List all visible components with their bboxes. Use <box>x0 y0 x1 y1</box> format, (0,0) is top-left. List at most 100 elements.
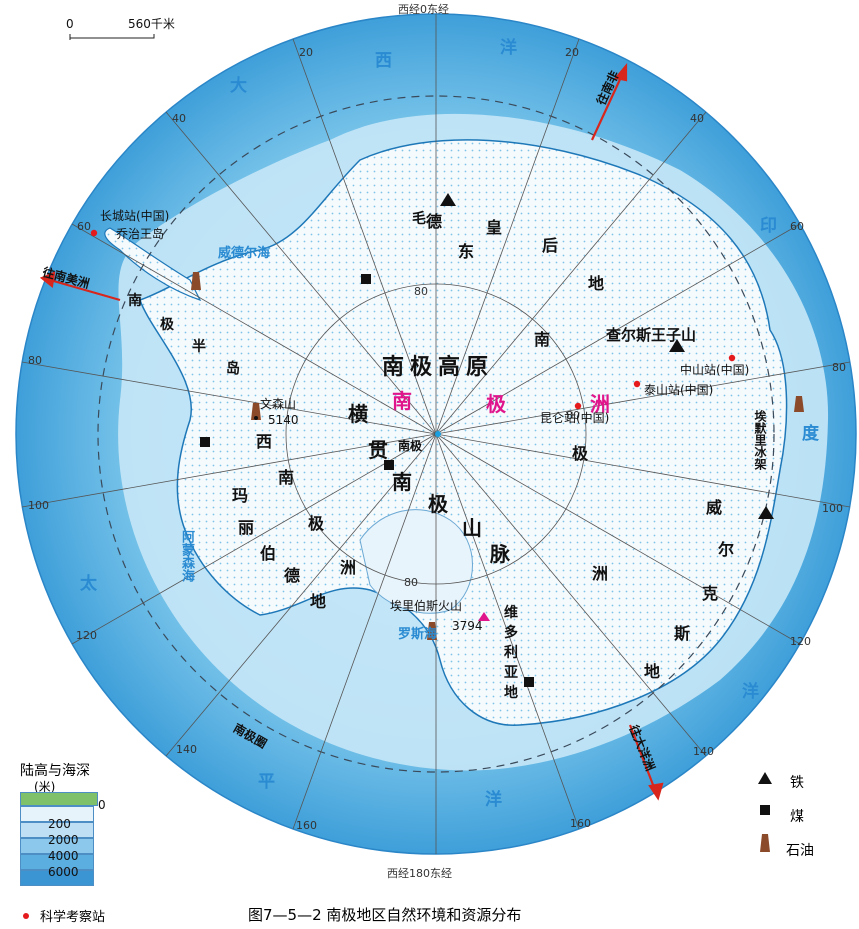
degree-label: 80 <box>414 285 428 298</box>
continent-char-2: 极 <box>486 392 506 416</box>
degree-label: 160 <box>570 817 591 830</box>
key-coal-label: 煤 <box>790 809 804 825</box>
taishan-station-dot <box>633 380 641 388</box>
transantarctic-char: 山 <box>462 516 482 540</box>
zhongshan-station-label: 中山站(中国) <box>680 363 750 377</box>
antarctic-circle <box>97 95 775 773</box>
amery-label: 埃默里冰架 <box>753 410 767 470</box>
continent-char-1: 南 <box>392 389 412 413</box>
ocean-indian-2: 度 <box>802 424 819 444</box>
ocean-atlantic-3: 洋 <box>500 38 517 58</box>
figure-caption: 图7—5—2 南极地区自然环境和资源分布 <box>248 906 522 924</box>
queen-maud-char: 后 <box>542 236 559 255</box>
wilkes-char: 斯 <box>674 624 691 643</box>
meridian-label-top: 西经0东经 <box>398 3 449 16</box>
erebus-volcano-symbol <box>478 612 490 621</box>
degree-label: 60 <box>77 220 91 233</box>
ocean-atlantic-2: 西 <box>375 51 392 71</box>
transantarctic-char: 横 <box>348 402 368 426</box>
ocean-indian-1: 印 <box>760 216 777 236</box>
prince-charles-mountains-label: 查尔斯王子山 <box>606 326 697 344</box>
legend-swatch-4000-6000 <box>20 854 94 870</box>
west-antarctica-char: 西 <box>256 432 273 451</box>
queen-maud-prefix: 毛 <box>412 211 426 227</box>
ocean-pacific-1: 太 <box>80 574 97 594</box>
degree-label: 120 <box>76 629 97 642</box>
legend-level: 6000 <box>48 865 79 879</box>
zhongshan-station-dot <box>728 354 736 362</box>
legend-level: 0 <box>98 798 106 812</box>
legend-swatch-200-2000 <box>20 822 94 838</box>
legend-swatch-land <box>20 792 98 806</box>
vinson-height-label: 5140 <box>268 413 299 427</box>
scale-bar: 0 560千米 <box>66 16 176 42</box>
continent-char-3: 洲 <box>590 392 610 416</box>
scale-distance: 560千米 <box>128 17 175 31</box>
degree-label: 100 <box>822 502 843 515</box>
queen-maud-char: 地 <box>588 274 605 293</box>
degree-label: 100 <box>28 499 49 512</box>
transantarctic-char: 贯 <box>368 438 388 462</box>
peninsula-char: 极 <box>160 317 174 333</box>
peninsula-char: 岛 <box>226 361 240 377</box>
peninsula-char: 半 <box>192 339 206 355</box>
queen-maud-char: 德 <box>426 212 443 231</box>
degree-label: 40 <box>690 112 704 125</box>
iron-triangle-icon <box>758 772 772 784</box>
vinson-massif-label: 文森山 <box>260 397 297 411</box>
degree-label: 20 <box>565 46 579 59</box>
oil-derrick-icon <box>760 834 770 852</box>
legend-level: 200 <box>48 817 71 831</box>
king-george-island-label: 乔治王岛 <box>116 227 165 241</box>
sea-weddell: 威德尔海 <box>218 246 271 261</box>
plateau-label: 南极高原 <box>382 355 495 380</box>
degree-label: 80 <box>404 576 418 589</box>
legend-swatch-0-200 <box>20 806 94 822</box>
wilkes-char: 威 <box>706 498 723 517</box>
kunlun-station-label: 昆仑站(中国) <box>540 411 610 425</box>
victoria-char: 利 <box>504 645 518 661</box>
resource-key-icons <box>758 772 772 852</box>
meridian-lines <box>21 14 851 854</box>
erebus-label: 埃里伯斯火山 <box>390 599 463 613</box>
elevation-legend: 0 200 2000 4000 6000 <box>20 792 106 892</box>
wilkes-char: 克 <box>702 584 719 603</box>
ross-ice-shelf <box>359 509 473 614</box>
legend-swatch-2000-4000 <box>20 838 94 854</box>
transantarctic-char: 脉 <box>490 542 510 566</box>
route-arrows <box>39 62 664 801</box>
degree-label: 40 <box>172 112 186 125</box>
legend-title: 陆高与海深 <box>20 763 90 779</box>
west-antarctica-char: 洲 <box>340 558 357 577</box>
antarctic-peninsula <box>104 227 202 302</box>
victoria-char: 维 <box>504 605 518 621</box>
ocean-indian-3: 洋 <box>742 682 759 702</box>
coal-symbols <box>200 274 534 687</box>
south-pole-dot <box>435 431 441 437</box>
marie-byrd-char: 丽 <box>238 518 255 537</box>
sea-amundsen: 阿蒙森海 <box>179 530 194 582</box>
key-iron-label: 铁 <box>790 775 804 791</box>
key-oil-label: 石油 <box>786 843 814 859</box>
degree-label: 140 <box>176 743 197 756</box>
marie-byrd-char: 伯 <box>260 544 277 563</box>
east-antarctica-char: 洲 <box>592 564 609 583</box>
taishan-station-label: 泰山站(中国) <box>644 383 714 397</box>
meridian-label-bottom: 西经180东经 <box>387 867 452 880</box>
east-antarctica-char: 东 <box>458 242 475 261</box>
transantarctic-char: 极 <box>428 492 448 516</box>
degree-label: 60 <box>790 220 804 233</box>
vinson-peak-dot <box>254 416 258 420</box>
marie-byrd-char: 玛 <box>232 486 249 505</box>
degree-label: 80 <box>28 354 42 367</box>
west-antarctica-char: 南 <box>278 468 295 487</box>
victoria-char: 多 <box>504 625 518 641</box>
degree-label: 80 <box>566 409 580 422</box>
station-key-label: 科学考察站 <box>40 910 106 925</box>
south-pole-label: 南极 <box>398 439 423 453</box>
ocean-pacific-2: 平 <box>258 772 275 792</box>
west-antarctica-char: 极 <box>308 514 325 533</box>
victoria-char: 亚 <box>504 665 518 681</box>
east-antarctica-char: 极 <box>572 444 589 463</box>
ocean-pacific-3: 洋 <box>485 790 502 810</box>
